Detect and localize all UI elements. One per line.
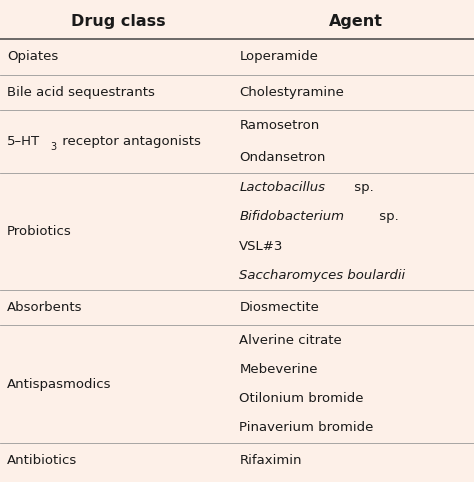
Text: Bile acid sequestrants: Bile acid sequestrants — [7, 86, 155, 99]
Text: 3: 3 — [50, 143, 56, 152]
Text: Otilonium bromide: Otilonium bromide — [239, 392, 364, 405]
Text: sp.: sp. — [350, 181, 374, 194]
Text: Cholestyramine: Cholestyramine — [239, 86, 344, 99]
Text: Antispasmodics: Antispasmodics — [7, 377, 111, 390]
Text: Agent: Agent — [328, 14, 383, 29]
Text: Diosmectite: Diosmectite — [239, 301, 319, 314]
Text: Ondansetron: Ondansetron — [239, 151, 326, 164]
Text: Pinaverium bromide: Pinaverium bromide — [239, 421, 374, 434]
Text: Drug class: Drug class — [71, 14, 166, 29]
Text: Probiotics: Probiotics — [7, 225, 72, 238]
Text: Mebeverine: Mebeverine — [239, 363, 318, 376]
Text: Bifidobacterium: Bifidobacterium — [239, 210, 345, 223]
Text: 5–HT: 5–HT — [7, 135, 40, 148]
Text: Alverine citrate: Alverine citrate — [239, 334, 342, 347]
Text: Absorbents: Absorbents — [7, 301, 82, 314]
Text: Opiates: Opiates — [7, 50, 58, 63]
Text: Saccharomyces boulardii: Saccharomyces boulardii — [239, 269, 405, 282]
Text: Rifaximin: Rifaximin — [239, 454, 302, 467]
Text: Ramosetron: Ramosetron — [239, 119, 319, 132]
Text: VSL#3: VSL#3 — [239, 240, 284, 253]
Text: Loperamide: Loperamide — [239, 50, 318, 63]
Text: Antibiotics: Antibiotics — [7, 454, 77, 467]
Text: sp.: sp. — [375, 210, 399, 223]
Text: receptor antagonists: receptor antagonists — [58, 135, 201, 148]
Text: Lactobacillus: Lactobacillus — [239, 181, 325, 194]
